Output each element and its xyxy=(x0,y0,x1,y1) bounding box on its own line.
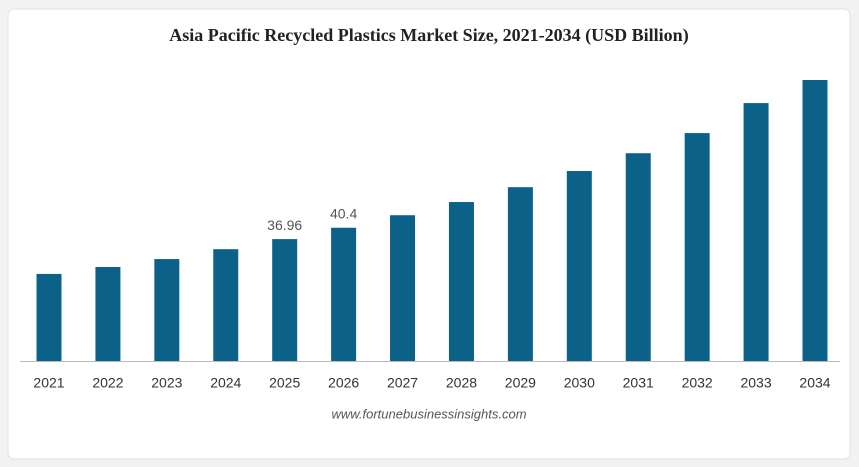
x-tick-label: 2021 xyxy=(33,375,64,391)
bar xyxy=(95,267,121,361)
x-tick-label: 2028 xyxy=(446,375,477,391)
value-label: 40.4 xyxy=(330,205,357,221)
x-tick-label: 2033 xyxy=(740,375,771,391)
bar xyxy=(448,202,474,361)
source: www.fortunebusinessinsights.com xyxy=(331,406,526,421)
x-tick-label: 2026 xyxy=(328,375,359,391)
bar xyxy=(390,215,416,361)
x-tick-label: 2032 xyxy=(682,375,713,391)
bar xyxy=(331,227,357,361)
x-tick-label: 2034 xyxy=(799,375,830,391)
bar xyxy=(566,171,592,361)
bar xyxy=(743,103,769,361)
bar xyxy=(154,259,180,361)
x-tick-label: 2024 xyxy=(210,375,241,391)
x-tick-label: 2022 xyxy=(92,375,123,391)
x-tick-label: 2030 xyxy=(564,375,595,391)
card xyxy=(7,8,851,460)
x-tick-label: 2027 xyxy=(387,375,418,391)
bar xyxy=(36,273,62,361)
bar xyxy=(802,80,828,361)
bar xyxy=(213,249,239,361)
bar xyxy=(272,239,298,361)
x-tick-label: 2029 xyxy=(505,375,536,391)
x-tick-label: 2031 xyxy=(623,375,654,391)
bar xyxy=(625,153,651,361)
chart-title: Asia Pacific Recycled Plastics Market Si… xyxy=(169,25,688,46)
bar xyxy=(507,187,533,361)
x-tick-label: 2025 xyxy=(269,375,300,391)
bar xyxy=(684,133,710,361)
value-label: 36.96 xyxy=(267,217,302,233)
x-tick-label: 2023 xyxy=(151,375,182,391)
